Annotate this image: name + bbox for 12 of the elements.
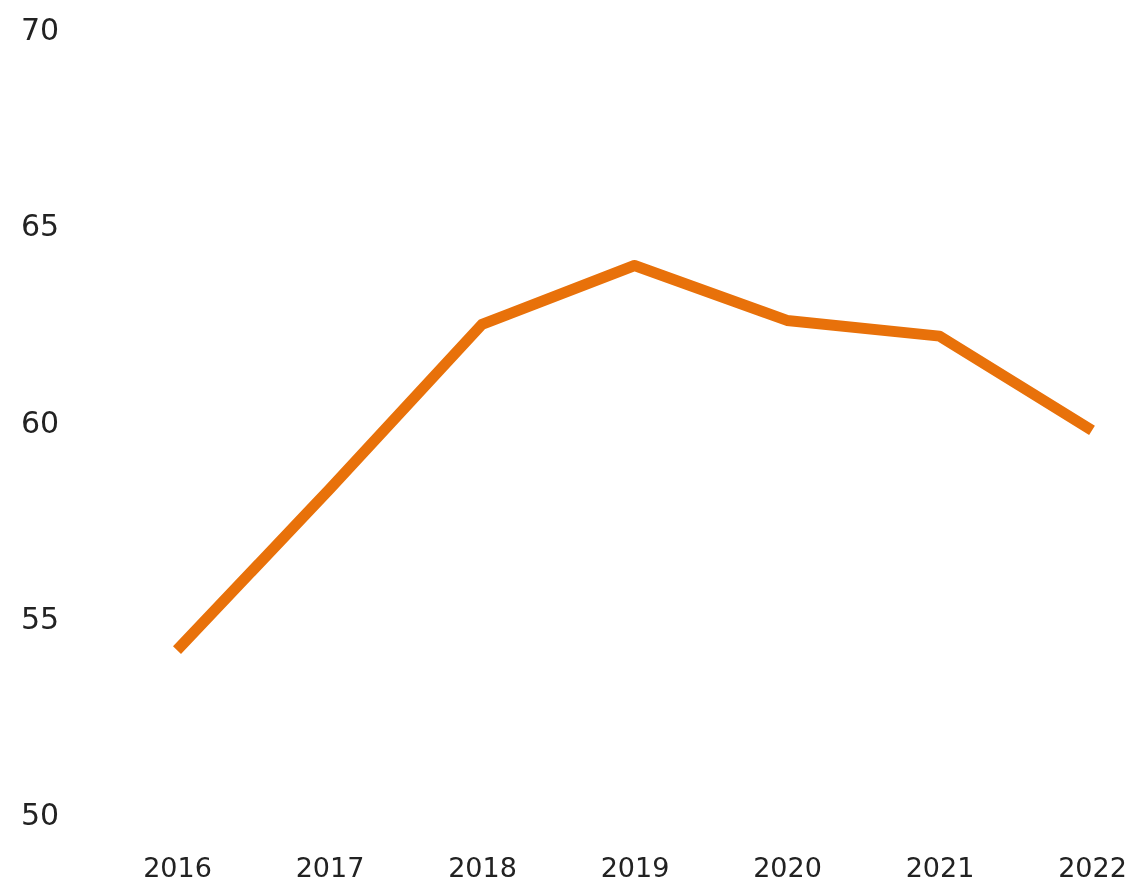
x-tick-label: 2019 [600, 852, 670, 884]
x-tick-label: 2017 [295, 852, 365, 884]
x-tick-label: 2020 [753, 852, 822, 884]
y-tick-label: 65 [20, 208, 60, 244]
y-tick-label: 50 [20, 797, 60, 833]
y-tick-label: 60 [20, 404, 60, 440]
y-tick-label: 70 [20, 12, 60, 48]
x-tick-label: 2021 [905, 852, 975, 884]
y-tick-label: 55 [20, 600, 60, 636]
x-tick-label: 2016 [143, 852, 212, 884]
x-tick-label: 2022 [1058, 852, 1127, 884]
x-tick-label: 2018 [448, 852, 517, 884]
